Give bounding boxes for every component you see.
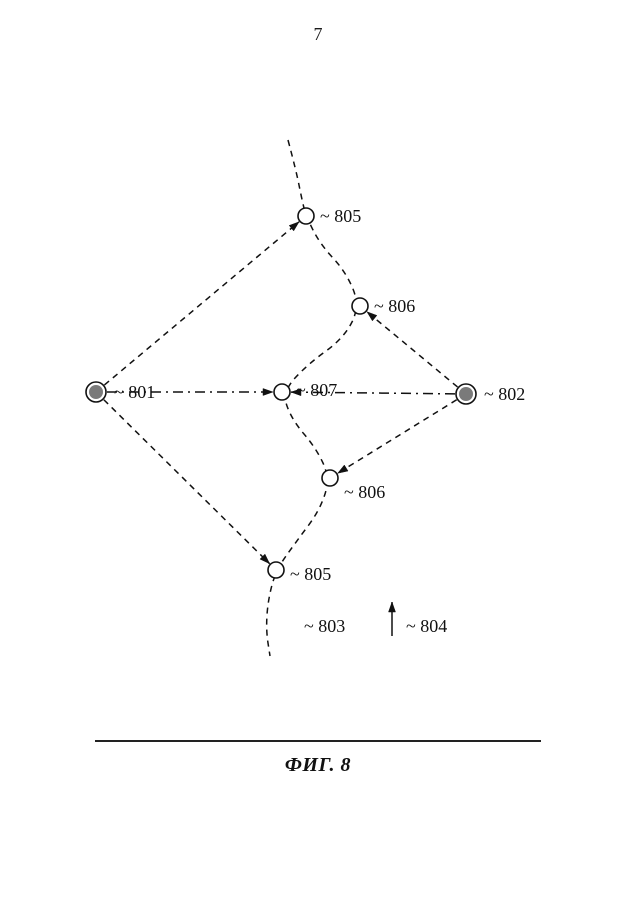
- edge: [104, 400, 270, 564]
- caption-rule: [95, 740, 541, 742]
- label-n806b: ~ 806: [344, 482, 385, 503]
- node-n807: [274, 384, 290, 400]
- edge: [367, 312, 458, 387]
- node-n805b: [268, 562, 284, 578]
- edge: [338, 400, 457, 473]
- label-n805b: ~ 805: [290, 564, 331, 585]
- node-n805a: [298, 208, 314, 224]
- up-arrowhead: [389, 602, 396, 612]
- figure-caption: ФИГ. 8: [0, 754, 636, 777]
- label-n802: ~ 802: [484, 384, 525, 405]
- annotation-a804: ~ 804: [406, 616, 447, 637]
- node-n802-fill: [459, 387, 473, 401]
- label-n806a: ~ 806: [374, 296, 415, 317]
- diagram-svg: [0, 0, 636, 720]
- label-n807: ~ 807: [296, 380, 337, 401]
- label-n801: ~ 801: [114, 382, 155, 403]
- edge: [104, 222, 299, 385]
- label-n805a: ~ 805: [320, 206, 361, 227]
- page: 7 ФИГ. 8 ~ 801~ 802~ 805~ 806~ 807~ 806~…: [0, 0, 636, 899]
- edge-arrowhead: [263, 389, 273, 396]
- node-n801-fill: [89, 385, 103, 399]
- edge-arrowhead: [338, 465, 348, 473]
- node-n806a: [352, 298, 368, 314]
- node-n806b: [322, 470, 338, 486]
- annotation-a803: ~ 803: [304, 616, 345, 637]
